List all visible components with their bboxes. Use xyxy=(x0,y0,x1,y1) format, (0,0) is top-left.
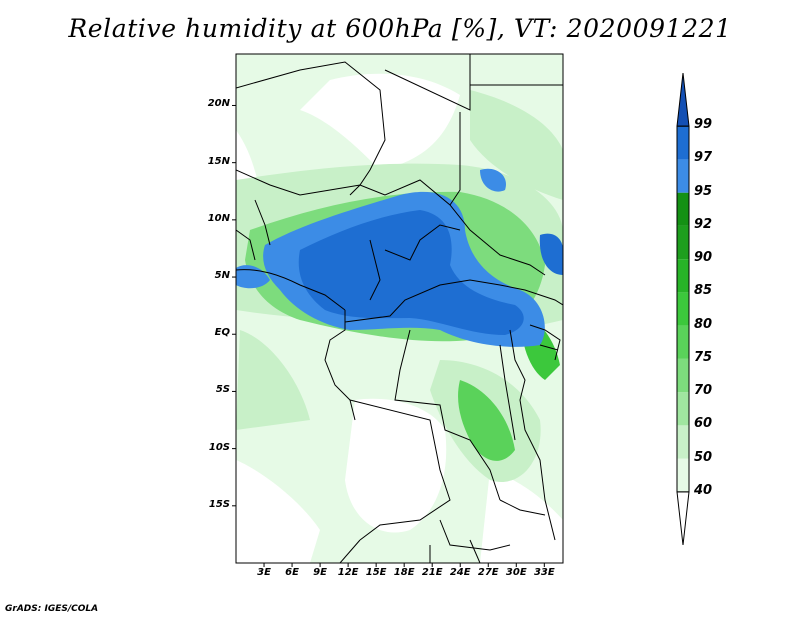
colorbar-label: 80 xyxy=(694,316,713,332)
lon-tick-label: 24E xyxy=(449,567,471,578)
lat-tick-label: 10N xyxy=(207,212,230,224)
lon-tick-label: 21E xyxy=(421,567,443,578)
colorbar-segment xyxy=(677,159,689,193)
colorbar-label: 97 xyxy=(694,150,713,166)
colorbar-label: 90 xyxy=(694,250,713,266)
grads-credit: GrADS: IGES/COLA xyxy=(5,604,99,614)
colorbar-segment xyxy=(677,192,689,226)
colorbar-label: 85 xyxy=(694,283,713,299)
colorbar-label: 40 xyxy=(694,482,713,498)
lon-tick-label: 9E xyxy=(313,567,327,578)
colorbar-label: 75 xyxy=(694,349,713,365)
colorbar-frame xyxy=(676,125,690,493)
chart-title: Relative humidity at 600hPa [%], VT: 202… xyxy=(68,14,732,43)
colorbar-label: 70 xyxy=(694,383,713,399)
lat-tick-label: 20N xyxy=(207,98,230,110)
lon-tick-label: 33E xyxy=(533,567,555,578)
lon-tick-label: 3E xyxy=(257,567,271,578)
lat-tick-label: 5N xyxy=(214,270,230,282)
lat-tick-label: 10S xyxy=(208,441,230,453)
colorbar-min-triangle xyxy=(676,491,690,546)
colorbar-segment xyxy=(677,225,689,260)
colorbar-label: 99 xyxy=(694,117,713,133)
colorbar-segment xyxy=(677,259,689,293)
colorbar-max-triangle xyxy=(676,72,690,127)
colorbar-segment xyxy=(677,458,689,492)
lat-tick-label: 5S xyxy=(215,384,230,396)
colorbar-label: 60 xyxy=(694,416,713,432)
colorbar-segment xyxy=(677,358,689,393)
country-borders xyxy=(236,54,563,563)
lon-tick-label: 6E xyxy=(285,567,299,578)
colorbar-label: 92 xyxy=(694,216,713,232)
colorbar-segment xyxy=(677,425,689,459)
colorbar-segment xyxy=(677,126,689,160)
humidity-field xyxy=(236,54,563,563)
lat-tick-label: EQ xyxy=(214,327,230,339)
colorbar-segment xyxy=(677,292,689,326)
colorbar-label: 50 xyxy=(694,449,713,465)
lon-tick-label: 30E xyxy=(505,567,527,578)
lon-tick-label: 27E xyxy=(477,567,499,578)
lat-tick-label: 15N xyxy=(207,155,230,167)
lon-tick-label: 12E xyxy=(337,567,359,578)
lat-tick-label: 15S xyxy=(208,498,230,510)
colorbar-segment xyxy=(677,392,689,426)
axis-ticks xyxy=(232,104,545,567)
lon-tick-label: 18E xyxy=(393,567,415,578)
lon-tick-label: 15E xyxy=(365,567,387,578)
map-frame xyxy=(235,53,564,564)
colorbar-segment xyxy=(677,325,689,359)
colorbar xyxy=(676,72,690,546)
colorbar-label: 95 xyxy=(694,183,713,199)
